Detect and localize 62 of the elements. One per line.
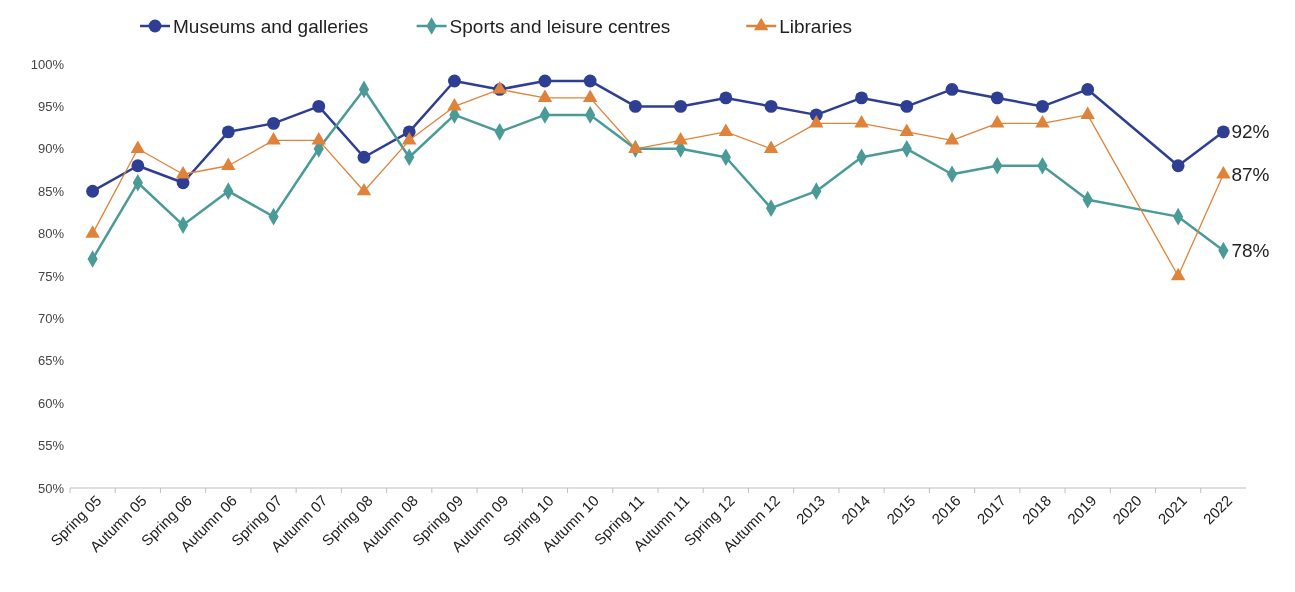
point [266, 132, 281, 145]
y-tick-label: 50% [37, 480, 65, 496]
y-tick-label: 90% [37, 141, 65, 157]
y-tick-label: 70% [37, 310, 65, 326]
legend-label: Libraries [779, 15, 853, 37]
point [944, 132, 960, 145]
point [1081, 83, 1095, 96]
point [809, 115, 824, 128]
point [1216, 125, 1230, 139]
point [538, 74, 552, 88]
point [854, 115, 869, 128]
y-tick-label: 95% [37, 98, 65, 114]
point [1170, 267, 1186, 281]
point [764, 99, 778, 113]
point [357, 150, 371, 164]
point [628, 99, 642, 113]
y-tick-label: 85% [37, 183, 65, 199]
point [221, 157, 236, 170]
data-label: 92% [1231, 121, 1270, 143]
point [990, 91, 1004, 105]
point [130, 140, 146, 153]
point [1036, 99, 1049, 113]
point [312, 99, 326, 113]
point [583, 74, 597, 88]
data-label: 78% [1231, 240, 1270, 262]
point [855, 91, 868, 105]
data-label: 87% [1231, 163, 1270, 185]
point [900, 99, 914, 113]
point [402, 132, 417, 145]
point [582, 89, 598, 103]
y-tick-label: 60% [37, 395, 65, 411]
point [537, 89, 553, 103]
legend-label: Museums and galleries [173, 15, 369, 37]
point [131, 159, 145, 173]
point [718, 123, 734, 136]
y-tick-label: 65% [37, 353, 65, 369]
point [763, 140, 779, 153]
point [990, 115, 1005, 128]
y-tick-label: 75% [37, 268, 65, 284]
point [1035, 115, 1050, 128]
y-tick-label: 100% [30, 56, 65, 72]
point [945, 83, 959, 96]
point [356, 182, 372, 196]
y-tick-label: 80% [37, 226, 65, 242]
y-tick-label: 55% [37, 438, 65, 454]
point [719, 91, 733, 105]
legend-label: Sports and leisure centres [449, 15, 671, 37]
point [899, 123, 914, 136]
point [85, 225, 100, 238]
point [1171, 159, 1185, 173]
point [673, 132, 688, 145]
point [447, 98, 462, 111]
point [267, 116, 280, 130]
point [1080, 106, 1095, 120]
point [86, 184, 100, 198]
point [311, 132, 326, 145]
point [221, 125, 235, 139]
point [448, 74, 461, 88]
point [175, 165, 191, 179]
point [628, 140, 643, 153]
point [674, 99, 688, 113]
point [1216, 165, 1231, 179]
